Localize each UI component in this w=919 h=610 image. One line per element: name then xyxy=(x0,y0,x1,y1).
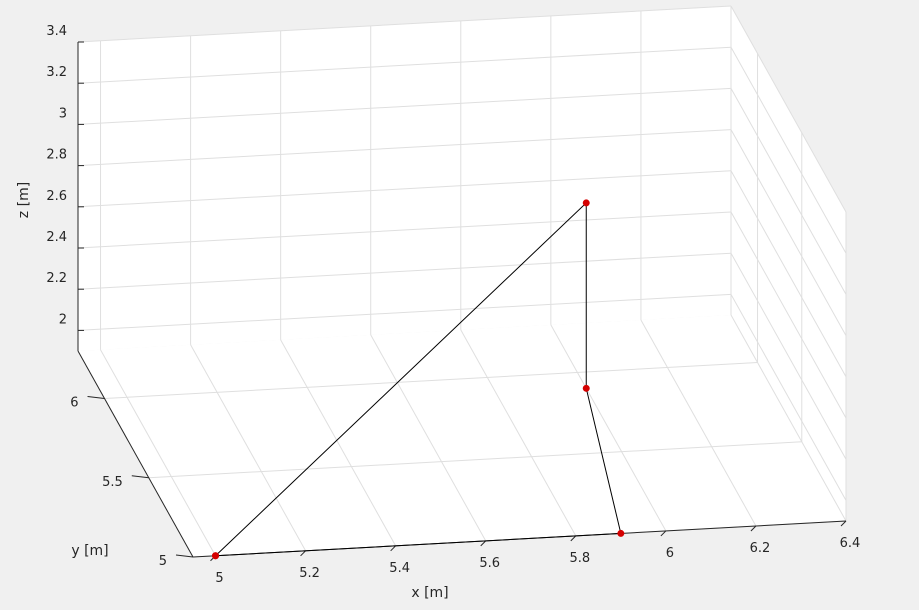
y-axis-line xyxy=(77,350,194,558)
grid-line-x-floor xyxy=(280,339,397,547)
x-tick-label: 6 xyxy=(666,546,674,561)
axes-back-panes xyxy=(78,6,846,557)
grid-line-z-back xyxy=(77,46,732,84)
grid-line-z-back xyxy=(77,211,732,249)
grid-line-z-side xyxy=(730,170,847,378)
z-tick-label: 2.2 xyxy=(46,271,67,286)
x-axis-label: x [m] xyxy=(411,585,448,601)
x-tick-label: 5.4 xyxy=(389,561,410,576)
grid-line-x-floor xyxy=(460,329,577,537)
tick-labels: 5 5.2 5.4 5.6 5.8 6 6.2 6.4 5 5.5 6 2 2.2 2.4 2.6 2.8 3 3… xyxy=(46,24,860,586)
z-tick-label: 2.8 xyxy=(46,148,67,163)
x-tick-label: 5.2 xyxy=(299,566,320,581)
grid-line-x-floor xyxy=(370,334,487,542)
grid-line-z-side xyxy=(730,294,847,501)
x-tick-mark xyxy=(840,520,847,527)
grid-line-z-side xyxy=(730,211,847,419)
y-tick-label: 5 xyxy=(159,554,167,569)
z-tick-label: 2 xyxy=(59,312,67,327)
grid-line-z-side xyxy=(730,88,847,295)
data-point-marker xyxy=(582,384,590,392)
grid-line-z-back xyxy=(77,5,732,43)
x-tick-label: 5.8 xyxy=(569,551,590,566)
grid-line-z-side xyxy=(730,46,847,254)
grid-line-z-back xyxy=(77,129,732,167)
grid-line-x-floor xyxy=(730,314,847,522)
x-tick-label: 5 xyxy=(215,571,223,586)
x-tick-mark xyxy=(300,550,306,557)
x-tick-label: 5.6 xyxy=(479,556,500,571)
x-tick-mark xyxy=(480,540,487,547)
y-tick-mark xyxy=(87,396,105,400)
side-wall-pane xyxy=(731,6,846,521)
grid-line-y-floor xyxy=(148,441,802,479)
grid-line-z-side xyxy=(730,252,847,460)
grid-line-x-floor xyxy=(550,324,667,532)
z-axis-label: z [m] xyxy=(16,182,32,218)
back-wall-pane xyxy=(78,6,731,351)
y-tick-label: 6 xyxy=(70,396,78,411)
data-point-marker xyxy=(617,529,625,537)
grid-line-z-back xyxy=(77,252,732,290)
grid-line-z-side xyxy=(730,129,847,336)
grid-line-y-floor xyxy=(104,362,758,400)
x-tick-mark xyxy=(570,535,577,542)
x-tick-mark xyxy=(390,545,397,552)
y-axis-label: y [m] xyxy=(71,543,108,559)
data-series xyxy=(212,199,625,560)
z-tick-label: 2.4 xyxy=(46,230,67,245)
y-tick-mark xyxy=(175,554,194,558)
data-point-marker xyxy=(212,552,220,560)
grid-line-x-floor xyxy=(100,349,216,557)
grid-line-x-floor xyxy=(190,344,307,552)
z-tick-label: 3 xyxy=(59,106,67,121)
z-tick-label: 3.4 xyxy=(46,24,67,39)
x-tick-label: 6.2 xyxy=(750,541,771,556)
grid-lines xyxy=(77,5,847,558)
grid-line-z-back xyxy=(77,170,732,208)
floor-pane xyxy=(78,315,846,557)
data-point-marker xyxy=(582,199,590,207)
z-tick-label: 2.6 xyxy=(46,189,67,204)
y-tick-mark xyxy=(131,475,149,479)
y-tick-label: 5.5 xyxy=(102,475,123,490)
x-tick-label: 6.4 xyxy=(840,536,861,551)
grid-line-z-side xyxy=(730,5,847,213)
grid-line-x-floor xyxy=(640,319,757,527)
x-tick-mark xyxy=(750,525,757,532)
grid-line-z-back xyxy=(77,87,732,125)
grid-line-z-back xyxy=(77,293,732,331)
z-tick-label: 3.2 xyxy=(46,65,67,80)
x-tick-mark xyxy=(660,530,667,537)
